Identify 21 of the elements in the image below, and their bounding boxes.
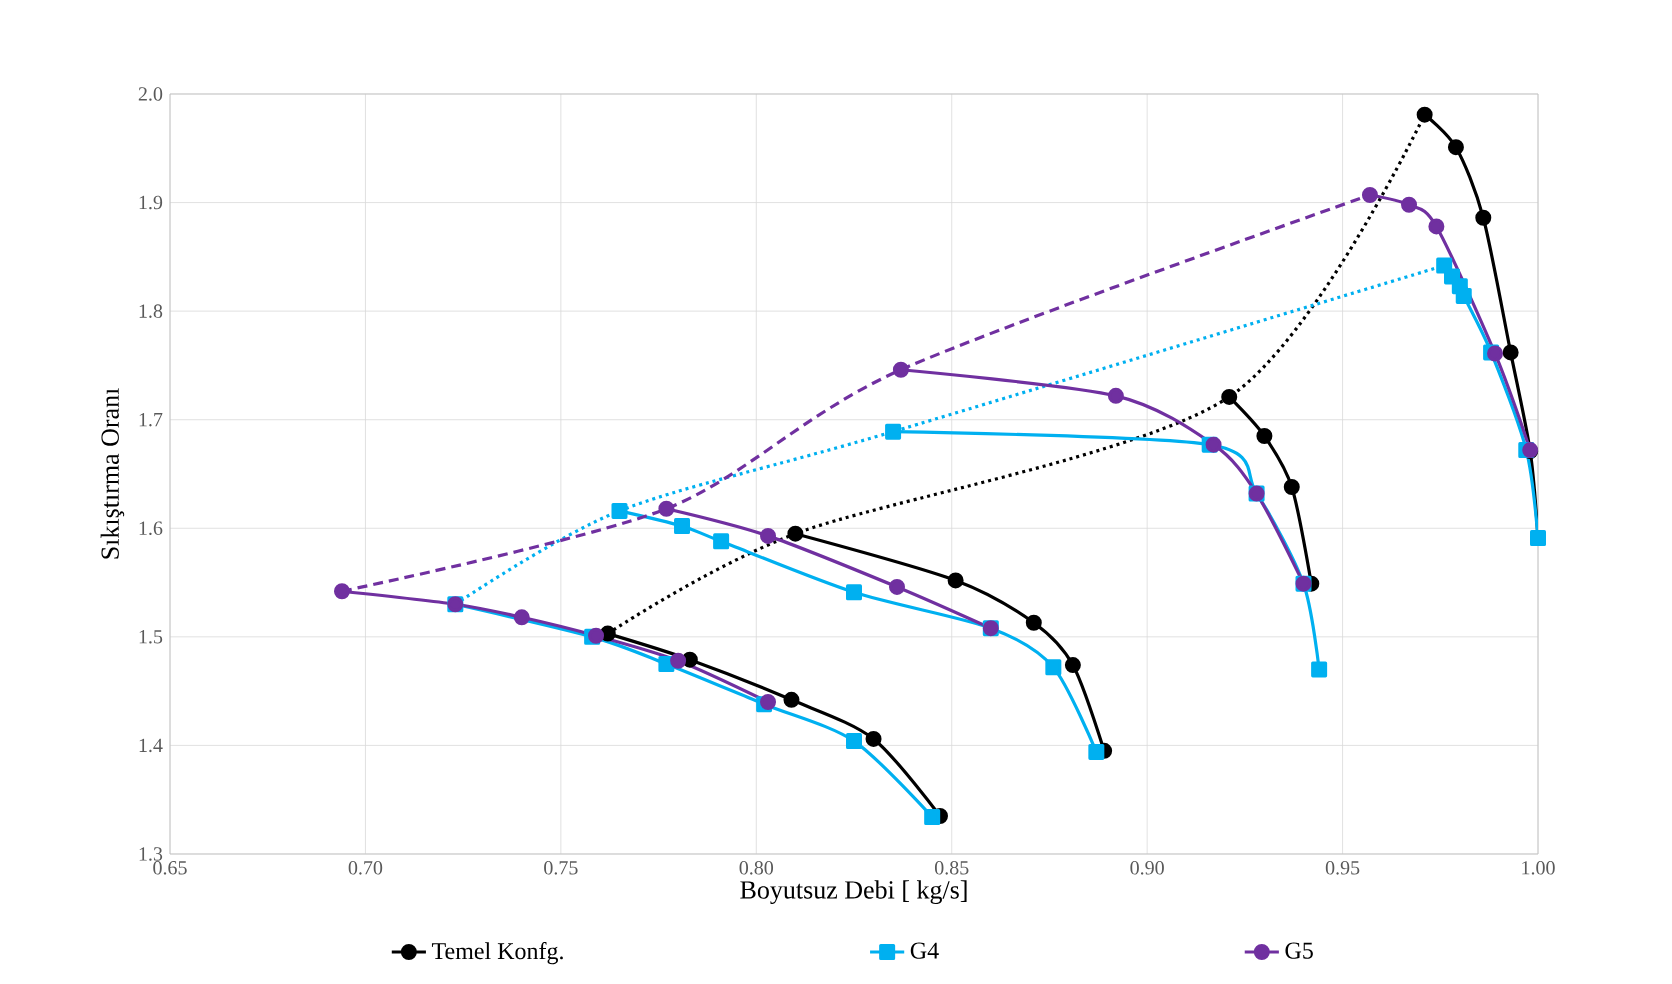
x-axis-title: Boyutsuz Debi [ kg/s] (740, 880, 967, 905)
legend-label: Temel Konfg. (431, 942, 563, 965)
x-tick-label: 0.95 (1325, 861, 1360, 875)
legend-label: G4 (910, 942, 939, 959)
y-axis-title: Sıkıştırma Oranı (100, 388, 125, 559)
x-tick-label: 0.90 (1130, 861, 1164, 875)
legend-label: G5 (1285, 942, 1313, 959)
y-tick-label: 1.7 (139, 412, 163, 427)
y-tick-label: 2.0 (138, 87, 163, 101)
x-tick-label: 1.00 (1522, 861, 1555, 875)
y-tick-label: 1.6 (139, 521, 163, 536)
x-tick-label: 0.85 (934, 861, 969, 875)
x-tick-label: 0.75 (544, 861, 578, 875)
x-tick-label: 0.65 (153, 861, 187, 875)
x-tick-label: 0.80 (739, 861, 774, 875)
y-tick-label: 1.4 (139, 738, 163, 753)
y-tick-label: 1.9 (139, 195, 163, 210)
y-tick-label: 1.8 (139, 304, 163, 318)
y-tick-label: 1.3 (139, 847, 163, 861)
x-tick-label: 0.70 (348, 861, 383, 875)
y-tick-label: 1.5 (139, 630, 163, 644)
